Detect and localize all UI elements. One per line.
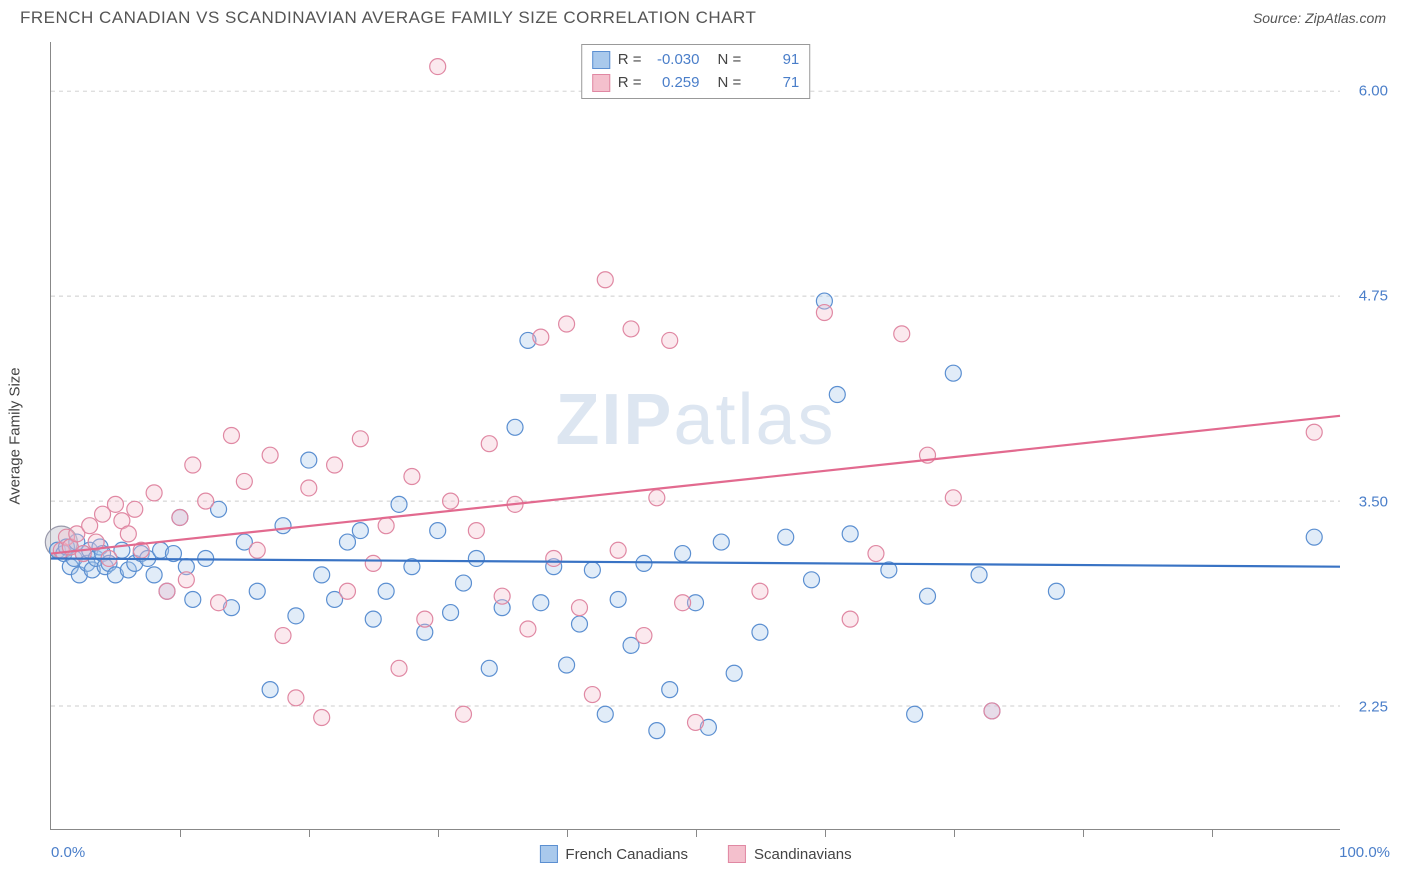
x-axis-min-label: 0.0%	[51, 844, 85, 861]
xtick	[696, 829, 697, 837]
stats-legend-box: R = -0.030 N = 91 R = 0.259 N = 71	[581, 44, 811, 99]
plot-area: ZIPatlas 2.253.504.756.00 Average Family…	[50, 42, 1340, 830]
bottom-legend: French Canadians Scandinavians	[539, 845, 851, 863]
xtick	[954, 829, 955, 837]
legend-item-series2: Scandinavians	[728, 845, 852, 863]
legend-label-1: French Canadians	[565, 846, 688, 863]
source-label: Source: ZipAtlas.com	[1253, 10, 1386, 26]
ytick-label: 4.75	[1344, 288, 1388, 305]
legend-label-2: Scandinavians	[754, 846, 852, 863]
legend-item-series1: French Canadians	[539, 845, 688, 863]
xtick	[1083, 829, 1084, 837]
xtick	[180, 829, 181, 837]
xtick	[567, 829, 568, 837]
xtick	[309, 829, 310, 837]
plot-svg	[51, 42, 1340, 829]
xtick	[825, 829, 826, 837]
chart-container: ZIPatlas 2.253.504.756.00 Average Family…	[50, 42, 1390, 830]
swatch-series2-icon	[592, 74, 610, 92]
stats-r-label-2: R =	[618, 72, 642, 95]
chart-title: FRENCH CANADIAN VS SCANDINAVIAN AVERAGE …	[20, 8, 756, 28]
stats-n-value-2: 71	[749, 72, 799, 95]
stats-r-label: R =	[618, 49, 642, 72]
stats-r-value-2: 0.259	[650, 72, 700, 95]
swatch-series1-icon	[592, 51, 610, 69]
ytick-label: 3.50	[1344, 493, 1388, 510]
stats-n-label: N =	[718, 49, 742, 72]
legend-swatch-1-icon	[539, 845, 557, 863]
ytick-label: 2.25	[1344, 698, 1388, 715]
stats-r-value-1: -0.030	[650, 49, 700, 72]
stats-n-value-1: 91	[749, 49, 799, 72]
stats-row-series1: R = -0.030 N = 91	[592, 49, 800, 72]
ytick-label: 6.00	[1344, 83, 1388, 100]
xtick	[438, 829, 439, 837]
legend-swatch-2-icon	[728, 845, 746, 863]
stats-row-series2: R = 0.259 N = 71	[592, 72, 800, 95]
x-axis-max-label: 100.0%	[1339, 844, 1390, 861]
y-axis-label: Average Family Size	[7, 367, 24, 504]
stats-n-label-2: N =	[718, 72, 742, 95]
xtick	[1212, 829, 1213, 837]
